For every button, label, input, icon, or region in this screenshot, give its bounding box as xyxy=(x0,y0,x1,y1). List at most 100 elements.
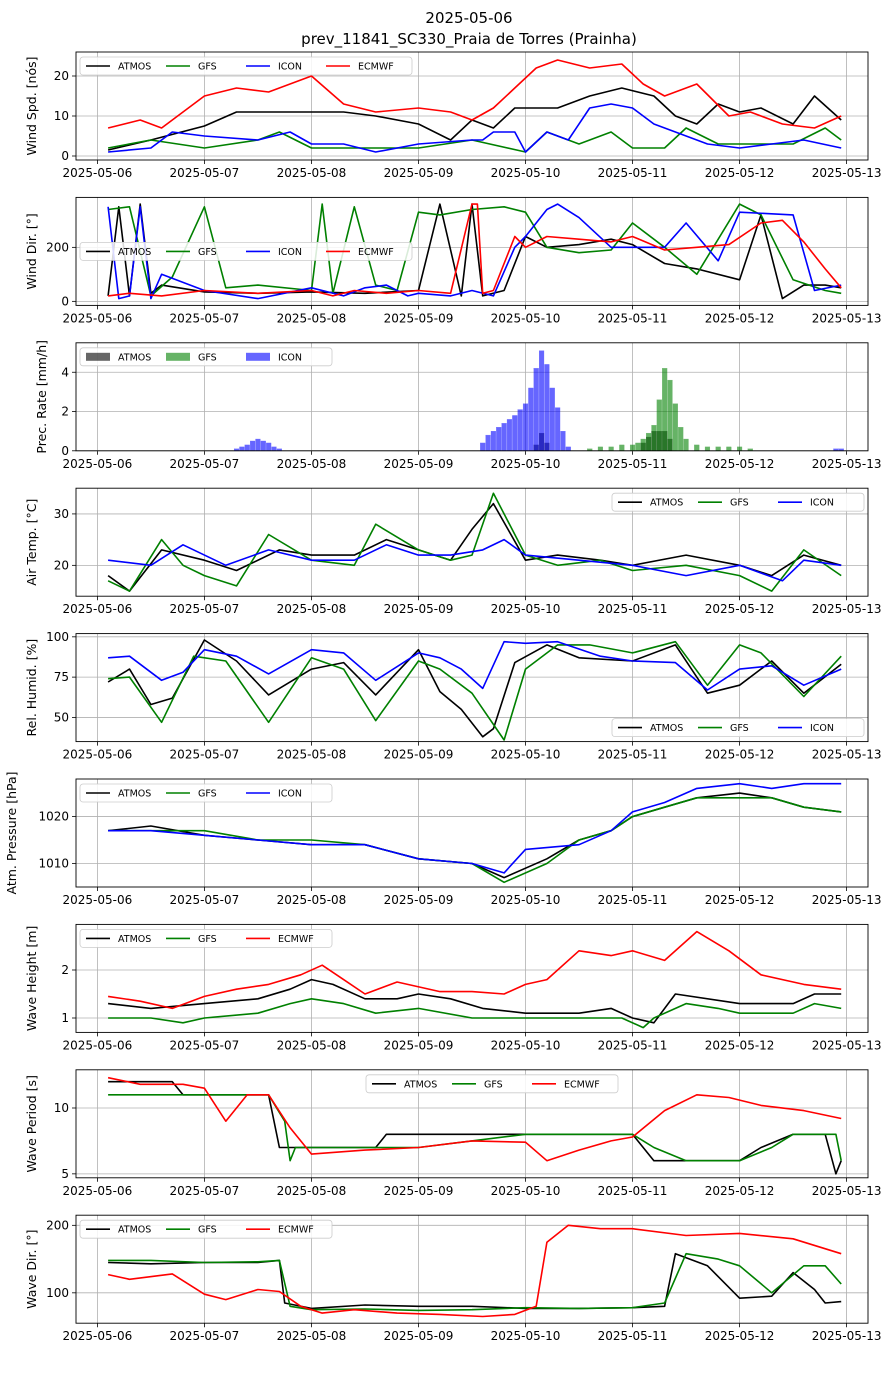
y-tick-label: 30 xyxy=(54,507,69,521)
x-tick-label: 2025-05-10 xyxy=(491,457,561,471)
x-tick-label: 2025-05-13 xyxy=(812,311,882,325)
legend-label-ecmwf: ECMWF xyxy=(358,247,394,258)
series-line-gfs xyxy=(108,796,842,884)
y-tick-label: 200 xyxy=(46,1218,69,1232)
y-tick-label: 0 xyxy=(61,149,69,163)
legend: ATMOS GFS ICON xyxy=(611,492,865,512)
y-axis-label: Wave Dir. [°] xyxy=(24,1230,39,1309)
legend: ATMOS GFS ECMWF xyxy=(365,1074,619,1094)
y-tick-label: 50 xyxy=(54,710,69,724)
x-tick-label: 2025-05-07 xyxy=(170,311,240,325)
plot-area xyxy=(108,782,842,884)
x-tick-label: 2025-05-07 xyxy=(170,602,240,616)
legend-swatch-gfs xyxy=(166,352,190,361)
bar-gfs xyxy=(608,446,614,451)
bar-gfs xyxy=(619,444,625,451)
legend: ATMOS GFS ICON ECMWF xyxy=(79,241,413,261)
bar-icon xyxy=(276,448,282,451)
x-tick-label: 2025-05-07 xyxy=(170,457,240,471)
bar-icon xyxy=(517,409,523,451)
x-tick-label: 2025-05-11 xyxy=(598,457,668,471)
bar-icon xyxy=(266,442,272,451)
legend-label-ecmwf: ECMWF xyxy=(358,62,394,73)
legend-label-atmos: ATMOS xyxy=(118,247,151,258)
series-line-ecmwf xyxy=(107,1076,842,1162)
bar-icon xyxy=(260,440,266,451)
x-tick-label: 2025-05-11 xyxy=(598,166,668,180)
legend-label-gfs: GFS xyxy=(198,1225,217,1236)
plot-area xyxy=(107,639,842,741)
figure-title-line2: prev_11841_SC330_Praia de Torres (Prainh… xyxy=(301,30,637,49)
legend-label-atmos: ATMOS xyxy=(118,62,151,73)
legend-label-ecmwf: ECMWF xyxy=(564,1079,600,1090)
legend-label-icon: ICON xyxy=(278,352,302,363)
x-tick-label: 2025-05-09 xyxy=(384,1038,454,1052)
x-tick-label: 2025-05-11 xyxy=(598,311,668,325)
y-tick-label: 75 xyxy=(54,670,69,684)
y-tick-label: 2 xyxy=(61,963,69,977)
legend: ATMOS GFS ICON xyxy=(611,718,865,737)
x-tick-label: 2025-05-07 xyxy=(170,748,240,762)
legend-label-icon: ICON xyxy=(278,247,302,258)
x-tick-label: 2025-05-10 xyxy=(491,893,561,907)
series-line-icon xyxy=(108,640,842,691)
bar-gfs xyxy=(640,438,646,451)
bar-icon xyxy=(255,438,261,451)
legend-label-gfs: GFS xyxy=(484,1079,503,1090)
plot-area xyxy=(107,1224,842,1318)
axes-frame xyxy=(75,633,869,743)
bar-icon xyxy=(522,403,529,451)
y-tick-label: 200 xyxy=(46,240,69,254)
x-tick-label: 2025-05-06 xyxy=(63,1329,133,1343)
legend: ATMOS GFS ECMWF xyxy=(79,1219,333,1239)
x-tick-label: 2025-05-08 xyxy=(277,748,347,762)
x-tick-label: 2025-05-11 xyxy=(598,1329,668,1343)
series-line-atmos xyxy=(107,87,842,151)
x-tick-label: 2025-05-07 xyxy=(170,1038,240,1052)
legend: ATMOS GFS ECMWF xyxy=(79,929,333,948)
panel-9: 2025-05-06 2025-05-07 2025-05-08 2025-05-09… xyxy=(24,1214,881,1343)
series-line-gfs xyxy=(108,1252,842,1312)
x-tick-label: 2025-05-12 xyxy=(705,1184,775,1198)
x-tick-label: 2025-05-09 xyxy=(384,748,454,762)
x-tick-label: 2025-05-09 xyxy=(384,893,454,907)
legend-box xyxy=(79,929,333,948)
plot-area xyxy=(107,492,842,592)
legend-label-gfs: GFS xyxy=(198,789,217,800)
bar-gfs xyxy=(656,399,662,451)
legend: ATMOS GFS ICON xyxy=(79,783,333,803)
x-tick-label: 2025-05-06 xyxy=(63,1038,133,1052)
panel-5: 2025-05-06 2025-05-07 2025-05-08 2025-05-09… xyxy=(24,630,881,762)
legend-box xyxy=(79,1219,333,1239)
legend-label-icon: ICON xyxy=(810,498,834,509)
legend-box xyxy=(365,1074,619,1094)
bar-gfs xyxy=(715,446,721,451)
panel-3: 2025-05-06 2025-05-07 2025-05-08 2025-05-09… xyxy=(34,340,881,471)
x-tick-label: 2025-05-12 xyxy=(705,1329,775,1343)
series-line-ecmwf xyxy=(107,1224,842,1318)
legend-label-atmos: ATMOS xyxy=(650,498,683,509)
x-tick-label: 2025-05-08 xyxy=(277,1329,347,1343)
bar-icon xyxy=(233,448,240,451)
y-tick-label: 1020 xyxy=(38,810,69,824)
x-tick-label: 2025-05-08 xyxy=(277,1038,347,1052)
bar-gfs xyxy=(646,432,652,451)
y-tick-label: 0 xyxy=(61,444,69,458)
y-tick-label: 2 xyxy=(61,405,69,419)
legend-label-gfs: GFS xyxy=(198,247,217,258)
bar-gfs xyxy=(635,442,641,451)
axes-frame xyxy=(75,1069,869,1179)
y-tick-label: 10 xyxy=(54,109,69,123)
series-line-ecmwf xyxy=(107,59,842,129)
plot-area xyxy=(233,350,844,451)
bar-icon xyxy=(239,446,245,451)
legend-label-gfs: GFS xyxy=(730,723,749,734)
plot-area xyxy=(107,1076,842,1175)
y-tick-label: 5 xyxy=(61,1167,69,1181)
x-tick-label: 2025-05-06 xyxy=(63,893,133,907)
x-tick-label: 2025-05-08 xyxy=(277,1184,347,1198)
x-tick-label: 2025-05-08 xyxy=(277,457,347,471)
series-line-gfs xyxy=(108,997,842,1029)
plot-area xyxy=(107,59,842,153)
x-tick-label: 2025-05-06 xyxy=(63,602,133,616)
